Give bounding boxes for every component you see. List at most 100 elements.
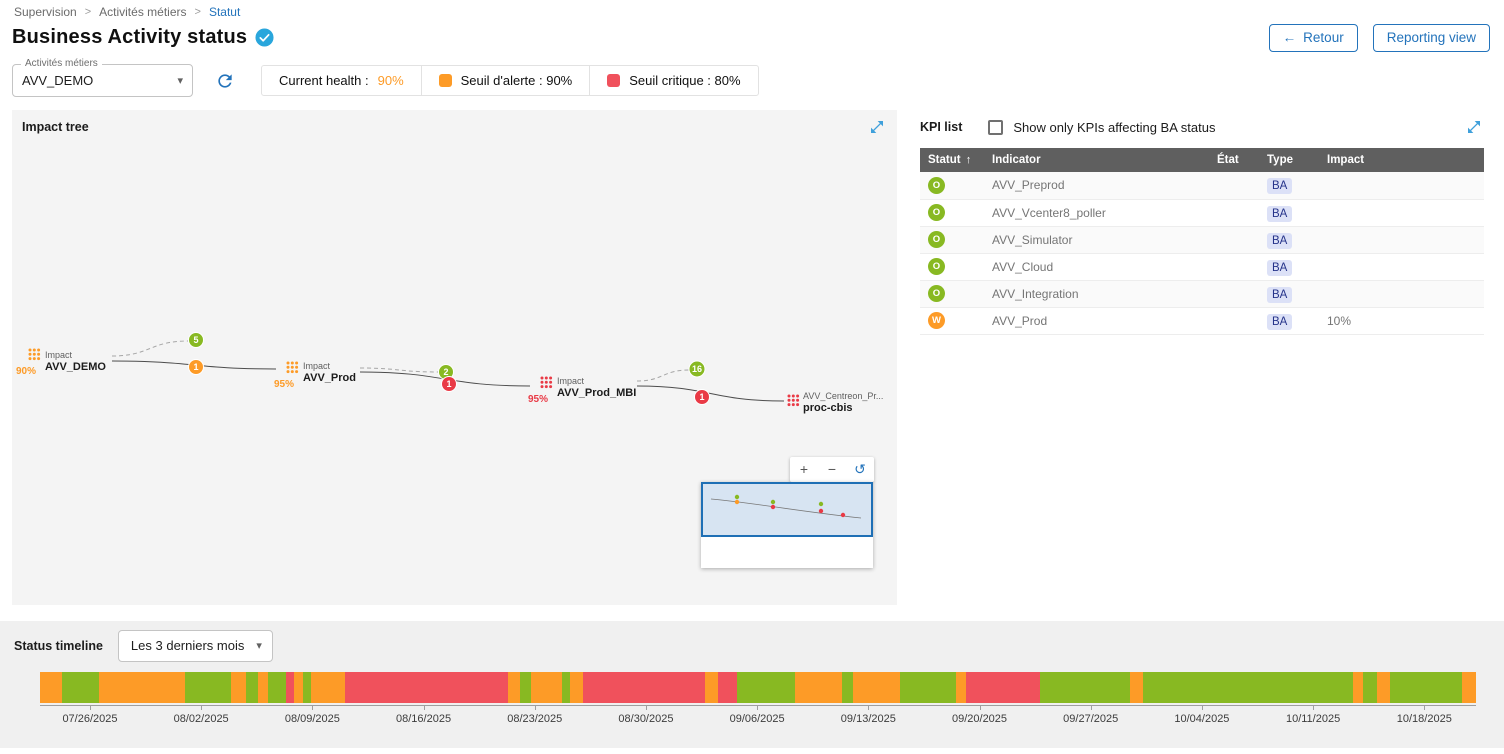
ba-node-icon — [549, 376, 553, 380]
minimap-viewport[interactable] — [701, 482, 873, 537]
col-impact[interactable]: Impact — [1319, 148, 1484, 172]
col-type[interactable]: Type — [1259, 148, 1319, 172]
timeline-segment[interactable] — [268, 672, 286, 703]
impact-tree-canvas[interactable]: 90%ImpactAVV_DEMO95%ImpactAVV_Prod95%Imp… — [12, 110, 897, 605]
minimap[interactable] — [701, 482, 873, 568]
timeline-segment[interactable] — [718, 672, 737, 703]
timeline-segment[interactable] — [570, 672, 583, 703]
timeline-segment[interactable] — [1363, 672, 1377, 703]
timeline-segment[interactable] — [562, 672, 570, 703]
svg-text:1: 1 — [193, 362, 198, 372]
timeline-segment[interactable] — [1462, 672, 1476, 703]
kpi-type-chip: BA — [1267, 232, 1293, 249]
ba-select[interactable]: Activités métiers AVV_DEMO ▾ — [12, 58, 193, 97]
ba-node-icon — [540, 376, 544, 380]
timeline-tick-label: 08/09/2025 — [284, 713, 340, 725]
timeline-segment[interactable] — [258, 672, 268, 703]
zoom-reset-button[interactable]: ↺ — [846, 457, 874, 482]
expand-icon[interactable] — [1466, 119, 1482, 135]
show-only-kpis-checkbox[interactable] — [988, 119, 1004, 135]
ba-node-icon — [37, 348, 41, 352]
expand-icon[interactable] — [869, 119, 885, 135]
sort-asc-icon[interactable]: ↑ — [965, 154, 972, 166]
node-label-top: Impact — [303, 361, 331, 371]
controls-row: Activités métiers AVV_DEMO ▾ Current hea… — [0, 51, 1504, 97]
timeline-segment[interactable] — [705, 672, 718, 703]
breadcrumb-item[interactable]: Supervision — [14, 4, 77, 19]
timeline-segment[interactable] — [303, 672, 311, 703]
timeline-tick-label: 10/04/2025 — [1174, 713, 1230, 725]
breadcrumb-item[interactable]: Statut — [208, 4, 241, 19]
kpi-row[interactable]: O AVV_Preprod BA — [920, 172, 1484, 200]
timeline-segment[interactable] — [345, 672, 508, 703]
health-legend: Current health : 90% Seuil d'alerte : 90… — [261, 65, 759, 96]
back-button-label: Retour — [1303, 30, 1344, 45]
timeline-segment[interactable] — [900, 672, 956, 703]
timeline-segment[interactable] — [956, 672, 966, 703]
period-select-value: Les 3 derniers mois — [130, 638, 245, 653]
timeline-segment[interactable] — [62, 672, 99, 703]
kpi-row[interactable]: O AVV_Cloud BA — [920, 253, 1484, 281]
col-indicator[interactable]: Indicator — [984, 148, 1209, 172]
kpi-row[interactable]: O AVV_Simulator BA — [920, 226, 1484, 254]
refresh-button[interactable] — [215, 71, 235, 91]
minimap-graph — [710, 494, 862, 519]
node-health-percent: 95% — [274, 379, 294, 390]
timeline-segment[interactable] — [99, 672, 185, 703]
timeline-segment[interactable] — [520, 672, 531, 703]
timeline-segment[interactable] — [231, 672, 246, 703]
ba-node-icon — [791, 398, 795, 402]
back-button[interactable]: ← Retour — [1268, 23, 1358, 52]
timeline-segment[interactable] — [853, 672, 900, 703]
timeline-segment[interactable] — [737, 672, 795, 703]
tree-badge[interactable]: 5 — [188, 332, 204, 348]
legend-divider — [589, 66, 591, 95]
kpi-row[interactable]: O AVV_Integration BA — [920, 280, 1484, 308]
timeline-segment[interactable] — [1143, 672, 1353, 703]
timeline-segment[interactable] — [795, 672, 842, 703]
tree-link-dashed — [636, 369, 690, 382]
critical-threshold-label: Seuil critique : 80% — [629, 73, 741, 88]
timeline-segment[interactable] — [966, 672, 1040, 703]
zoom-out-button[interactable]: − — [818, 457, 846, 482]
breadcrumb-item[interactable]: Activités métiers — [99, 4, 187, 19]
tree-badge[interactable]: 1 — [188, 359, 204, 375]
kpi-row[interactable]: W AVV_Prod BA 10% — [920, 307, 1484, 335]
timeline-segment[interactable] — [583, 672, 705, 703]
timeline-segment[interactable] — [508, 672, 520, 703]
ba-node-icon — [796, 394, 800, 398]
period-select[interactable]: Les 3 derniers mois ▾ — [117, 629, 273, 662]
breadcrumb-separator: > — [84, 5, 92, 18]
ba-node-icon — [295, 370, 299, 374]
timeline-segment[interactable] — [531, 672, 562, 703]
page-title: Business Activity status — [12, 26, 248, 48]
timeline-segment[interactable] — [294, 672, 303, 703]
tree-node[interactable]: AVV_Centreon_Pr...proc-cbis — [787, 391, 884, 414]
timeline-segment[interactable] — [1353, 672, 1363, 703]
timeline-segment[interactable] — [311, 672, 345, 703]
timeline-segment[interactable] — [1130, 672, 1143, 703]
zoom-controls: + − ↺ — [790, 457, 874, 482]
col-statut[interactable]: Statut ↑ — [920, 148, 984, 172]
tree-badge[interactable]: 1 — [694, 389, 710, 405]
node-label-top: AVV_Centreon_Pr... — [803, 391, 883, 401]
timeline-segment[interactable] — [1040, 672, 1130, 703]
tree-badge[interactable]: 16 — [688, 360, 706, 378]
zoom-in-button[interactable]: + — [790, 457, 818, 482]
timeline-tick-label: 08/16/2025 — [396, 713, 452, 725]
timeline-segment[interactable] — [1390, 672, 1462, 703]
timeline-segment[interactable] — [40, 672, 62, 703]
timeline-segment[interactable] — [246, 672, 258, 703]
timeline-segment[interactable] — [842, 672, 853, 703]
tree-badge[interactable]: 1 — [441, 376, 457, 392]
timeline-tick-label: 09/20/2025 — [951, 713, 1008, 725]
kpi-row[interactable]: O AVV_Vcenter8_poller BA — [920, 199, 1484, 227]
col-etat[interactable]: État — [1209, 148, 1259, 172]
timeline-segment[interactable] — [185, 672, 231, 703]
reporting-view-button[interactable]: Reporting view — [1372, 23, 1490, 52]
timeline-segment[interactable] — [1377, 672, 1390, 703]
timeline-segment[interactable] — [286, 672, 294, 703]
